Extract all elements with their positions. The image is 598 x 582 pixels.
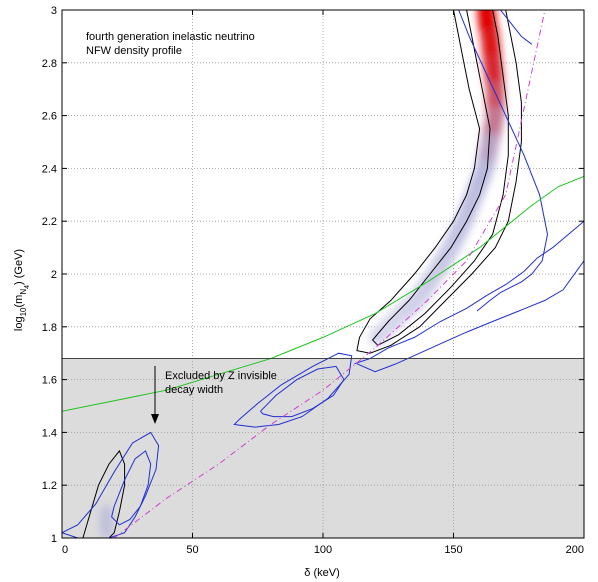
black-contour (356, 10, 522, 354)
y-tick-label: 3 (51, 5, 57, 17)
blue-contour (458, 10, 549, 312)
black-contour (371, 10, 509, 346)
black-contour (82, 449, 126, 538)
blue-contour (354, 220, 584, 365)
posterior-segment (368, 309, 406, 347)
x-tick-label: 50 (186, 544, 198, 556)
y-tick-label: 1.6 (42, 375, 57, 387)
posterior-blob (99, 504, 114, 538)
y-tick-label: 1.2 (42, 480, 57, 492)
magenta-dashdot-line (113, 10, 546, 538)
blue-contour (356, 260, 584, 373)
blue-contour (500, 10, 533, 45)
green-limit-line (62, 175, 584, 412)
y-tick-label: 1 (51, 533, 57, 545)
y-tick-label: 2.6 (42, 111, 57, 123)
y-tick-label: 1.4 (42, 427, 57, 439)
x-tick-label: 0 (62, 544, 68, 556)
y-tick-label: 2.2 (42, 216, 57, 228)
blue-contour (62, 431, 160, 538)
x-tick-label: 150 (444, 544, 462, 556)
y-axis-label: log10(mN4) (GeV) (13, 249, 31, 331)
y-tick-label: 2.8 (42, 58, 57, 70)
x-tick-label: 200 (566, 544, 584, 556)
x-axis-label: δ (keV) (304, 567, 339, 579)
model-annotation-line2: NFW density profile (86, 45, 182, 57)
blue-contour (111, 450, 152, 526)
blue-contour (233, 352, 353, 428)
excluded-arrow (151, 366, 159, 424)
blue-contour (260, 365, 345, 418)
x-tick-label: 100 (314, 544, 332, 556)
y-tick-label: 2 (51, 269, 57, 281)
excluded-annotation-line1: Excluded by Z invisible (165, 370, 277, 382)
excluded-annotation-line2: decay width (165, 384, 223, 396)
y-tick-label: 1.8 (42, 322, 57, 334)
model-annotation-line1: fourth generation inelastic neutrino (86, 31, 255, 43)
y-tick-label: 2.4 (42, 163, 57, 175)
